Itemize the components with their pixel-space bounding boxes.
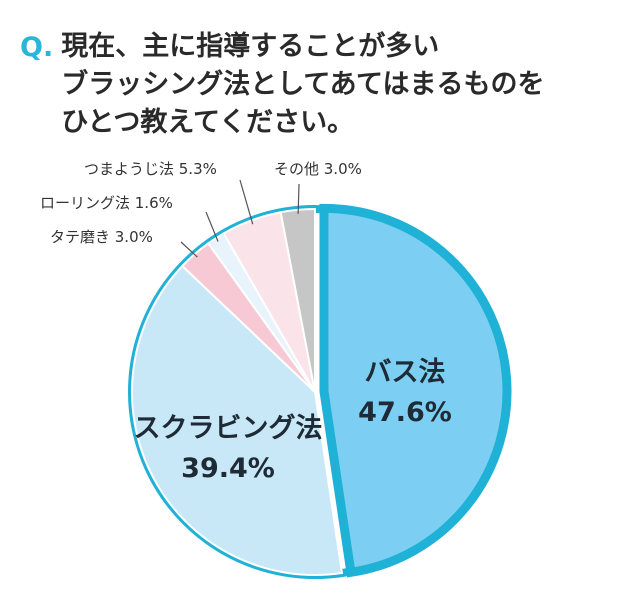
- slice-label-2: タテ磨き 3.0%: [50, 228, 153, 246]
- question-mark: Q.: [20, 32, 54, 63]
- slice-label-3: ローリング法 1.6%: [40, 194, 173, 212]
- question: Q. 現在、主に指導することが多い ブラッシング法としてあてはまるものを ひとつ…: [20, 28, 620, 142]
- pie-slice-0: [319, 203, 512, 578]
- pie-slice-1: [131, 264, 344, 576]
- slice-label-4: つまようじ法 5.3%: [84, 160, 217, 178]
- leader-line-5: [297, 183, 300, 214]
- slice-value-0: 47.6%: [358, 397, 452, 428]
- question-line-1: 現在、主に指導することが多い: [61, 31, 440, 62]
- question-line-2: ブラッシング法としてあてはまるものを: [61, 69, 545, 100]
- slice-value-1: 39.4%: [181, 453, 275, 484]
- question-line-3: ひとつ教えてください。: [61, 107, 355, 138]
- leader-line-3: [205, 211, 219, 242]
- leader-line-2: [180, 241, 198, 258]
- slice-label-5: その他 3.0%: [274, 160, 362, 178]
- leader-line-4: [239, 179, 254, 225]
- slice-label-0: バス法: [365, 357, 446, 388]
- question-text: 現在、主に指導することが多い ブラッシング法としてあてはまるものを ひとつ教えて…: [61, 28, 544, 142]
- slice-label-1: スクラビング法: [134, 412, 323, 444]
